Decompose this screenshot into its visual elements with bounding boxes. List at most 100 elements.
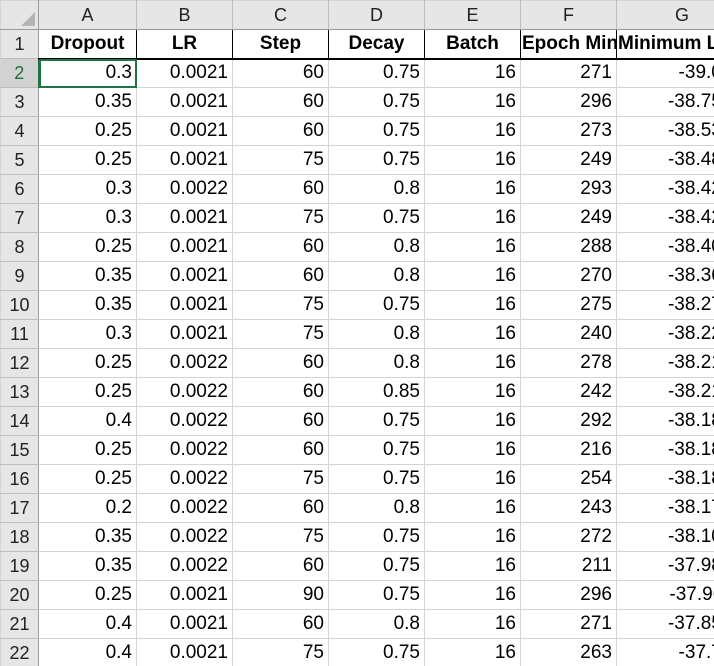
cell-lr[interactable]: 0.0022 bbox=[136, 493, 233, 523]
cell-dropout[interactable]: 0.25 bbox=[38, 435, 137, 465]
cell-lr[interactable]: 0.0021 bbox=[136, 638, 233, 666]
cell-minimum-loss[interactable]: -38.5392 bbox=[616, 116, 714, 146]
cell-minimum-loss[interactable]: -38.2182 bbox=[616, 348, 714, 378]
column-header-a[interactable]: A bbox=[38, 0, 137, 30]
cell-epoch-min[interactable]: 249 bbox=[520, 145, 617, 175]
cell-dropout[interactable]: 0.25 bbox=[38, 145, 137, 175]
cell-batch[interactable]: 16 bbox=[424, 203, 521, 233]
row-header[interactable]: 16 bbox=[0, 464, 39, 494]
cell-step[interactable]: 75 bbox=[232, 319, 329, 349]
cell-minimum-loss[interactable]: -38.1846 bbox=[616, 406, 714, 436]
cell-minimum-loss[interactable]: -38.2174 bbox=[616, 377, 714, 407]
cell-batch[interactable]: 16 bbox=[424, 435, 521, 465]
cell-decay[interactable]: 0.8 bbox=[328, 261, 425, 291]
cell-batch[interactable]: 16 bbox=[424, 290, 521, 320]
cell-minimum-loss[interactable]: -38.1839 bbox=[616, 464, 714, 494]
cell-minimum-loss[interactable]: -38.2736 bbox=[616, 290, 714, 320]
cell-decay[interactable]: 0.75 bbox=[328, 435, 425, 465]
cell-batch[interactable]: 16 bbox=[424, 580, 521, 610]
cell-decay[interactable]: 0.8 bbox=[328, 232, 425, 262]
cell-step[interactable]: 60 bbox=[232, 348, 329, 378]
cell-dropout[interactable]: 0.25 bbox=[38, 580, 137, 610]
cell-minimum-loss[interactable]: -37.8569 bbox=[616, 609, 714, 639]
cell-decay[interactable]: 0.75 bbox=[328, 290, 425, 320]
cell-epoch-min[interactable]: 275 bbox=[520, 290, 617, 320]
cell-batch[interactable]: 16 bbox=[424, 493, 521, 523]
row-header[interactable]: 11 bbox=[0, 319, 39, 349]
row-header[interactable]: 4 bbox=[0, 116, 39, 146]
cell-batch[interactable]: 16 bbox=[424, 551, 521, 581]
cell-decay[interactable]: 0.75 bbox=[328, 580, 425, 610]
cell-decay[interactable]: 0.75 bbox=[328, 406, 425, 436]
column-header-g[interactable]: G bbox=[616, 0, 714, 30]
cell-dropout[interactable]: 0.25 bbox=[38, 232, 137, 262]
cell-dropout[interactable]: 0.25 bbox=[38, 116, 137, 146]
cell-epoch-min[interactable]: 271 bbox=[520, 609, 617, 639]
cell-lr[interactable]: 0.0021 bbox=[136, 290, 233, 320]
cell-epoch-min[interactable]: 278 bbox=[520, 348, 617, 378]
cell-epoch-min[interactable]: 271 bbox=[520, 58, 617, 88]
cell-dropout[interactable]: 0.4 bbox=[38, 638, 137, 666]
cell-epoch-min[interactable]: 272 bbox=[520, 522, 617, 552]
cell-epoch-min[interactable]: 273 bbox=[520, 116, 617, 146]
cell-dropout[interactable]: 0.25 bbox=[38, 464, 137, 494]
cell-epoch-min[interactable]: 293 bbox=[520, 174, 617, 204]
row-header[interactable]: 3 bbox=[0, 87, 39, 117]
cell-epoch-min[interactable]: 292 bbox=[520, 406, 617, 436]
cell-lr[interactable]: 0.0022 bbox=[136, 435, 233, 465]
cell-minimum-loss[interactable]: -38.4242 bbox=[616, 203, 714, 233]
cell-dropout[interactable]: 0.3 bbox=[38, 319, 137, 349]
cell-dropout[interactable]: 0.4 bbox=[38, 609, 137, 639]
cell-epoch-min[interactable]: 211 bbox=[520, 551, 617, 581]
cell-batch[interactable]: 16 bbox=[424, 348, 521, 378]
cell-step[interactable]: 60 bbox=[232, 232, 329, 262]
cell-epoch-min[interactable]: 242 bbox=[520, 377, 617, 407]
cell-epoch-min[interactable]: 216 bbox=[520, 435, 617, 465]
cell-lr[interactable]: 0.0021 bbox=[136, 87, 233, 117]
cell-decay[interactable]: 0.75 bbox=[328, 522, 425, 552]
cell-epoch-min[interactable]: 296 bbox=[520, 580, 617, 610]
header-cell-batch[interactable]: Batch bbox=[424, 29, 521, 60]
cell-epoch-min[interactable]: 243 bbox=[520, 493, 617, 523]
cell-batch[interactable]: 16 bbox=[424, 116, 521, 146]
cell-batch[interactable]: 16 bbox=[424, 58, 521, 88]
cell-epoch-min[interactable]: 263 bbox=[520, 638, 617, 666]
cell-minimum-loss[interactable]: -38.1842 bbox=[616, 435, 714, 465]
cell-step[interactable]: 60 bbox=[232, 435, 329, 465]
header-cell-dropout[interactable]: Dropout bbox=[38, 29, 137, 60]
header-cell-epoch-min[interactable]: Epoch Min bbox=[520, 29, 617, 60]
cell-lr[interactable]: 0.0022 bbox=[136, 348, 233, 378]
cell-lr[interactable]: 0.0021 bbox=[136, 319, 233, 349]
header-cell-minimum-loss[interactable]: Minimum Lo bbox=[616, 29, 714, 60]
cell-decay[interactable]: 0.8 bbox=[328, 609, 425, 639]
cell-minimum-loss[interactable]: -38.1018 bbox=[616, 522, 714, 552]
cell-step[interactable]: 75 bbox=[232, 290, 329, 320]
row-header[interactable]: 7 bbox=[0, 203, 39, 233]
cell-batch[interactable]: 16 bbox=[424, 522, 521, 552]
row-header[interactable]: 5 bbox=[0, 145, 39, 175]
cell-decay[interactable]: 0.8 bbox=[328, 348, 425, 378]
cell-dropout[interactable]: 0.25 bbox=[38, 348, 137, 378]
cell-minimum-loss[interactable]: -38.2276 bbox=[616, 319, 714, 349]
cell-decay[interactable]: 0.75 bbox=[328, 203, 425, 233]
cell-dropout[interactable]: 0.4 bbox=[38, 406, 137, 436]
column-header-c[interactable]: C bbox=[232, 0, 329, 30]
row-header[interactable]: 19 bbox=[0, 551, 39, 581]
cell-step[interactable]: 75 bbox=[232, 638, 329, 666]
cell-decay[interactable]: 0.75 bbox=[328, 551, 425, 581]
column-header-e[interactable]: E bbox=[424, 0, 521, 30]
cell-lr[interactable]: 0.0021 bbox=[136, 203, 233, 233]
row-header[interactable]: 21 bbox=[0, 609, 39, 639]
cell-batch[interactable]: 16 bbox=[424, 261, 521, 291]
cell-lr[interactable]: 0.0021 bbox=[136, 145, 233, 175]
column-header-f[interactable]: F bbox=[520, 0, 617, 30]
row-header[interactable]: 10 bbox=[0, 290, 39, 320]
header-cell-decay[interactable]: Decay bbox=[328, 29, 425, 60]
cell-lr[interactable]: 0.0021 bbox=[136, 580, 233, 610]
cell-batch[interactable]: 16 bbox=[424, 464, 521, 494]
cell-batch[interactable]: 16 bbox=[424, 145, 521, 175]
cell-step[interactable]: 90 bbox=[232, 580, 329, 610]
cell-dropout[interactable]: 0.35 bbox=[38, 290, 137, 320]
